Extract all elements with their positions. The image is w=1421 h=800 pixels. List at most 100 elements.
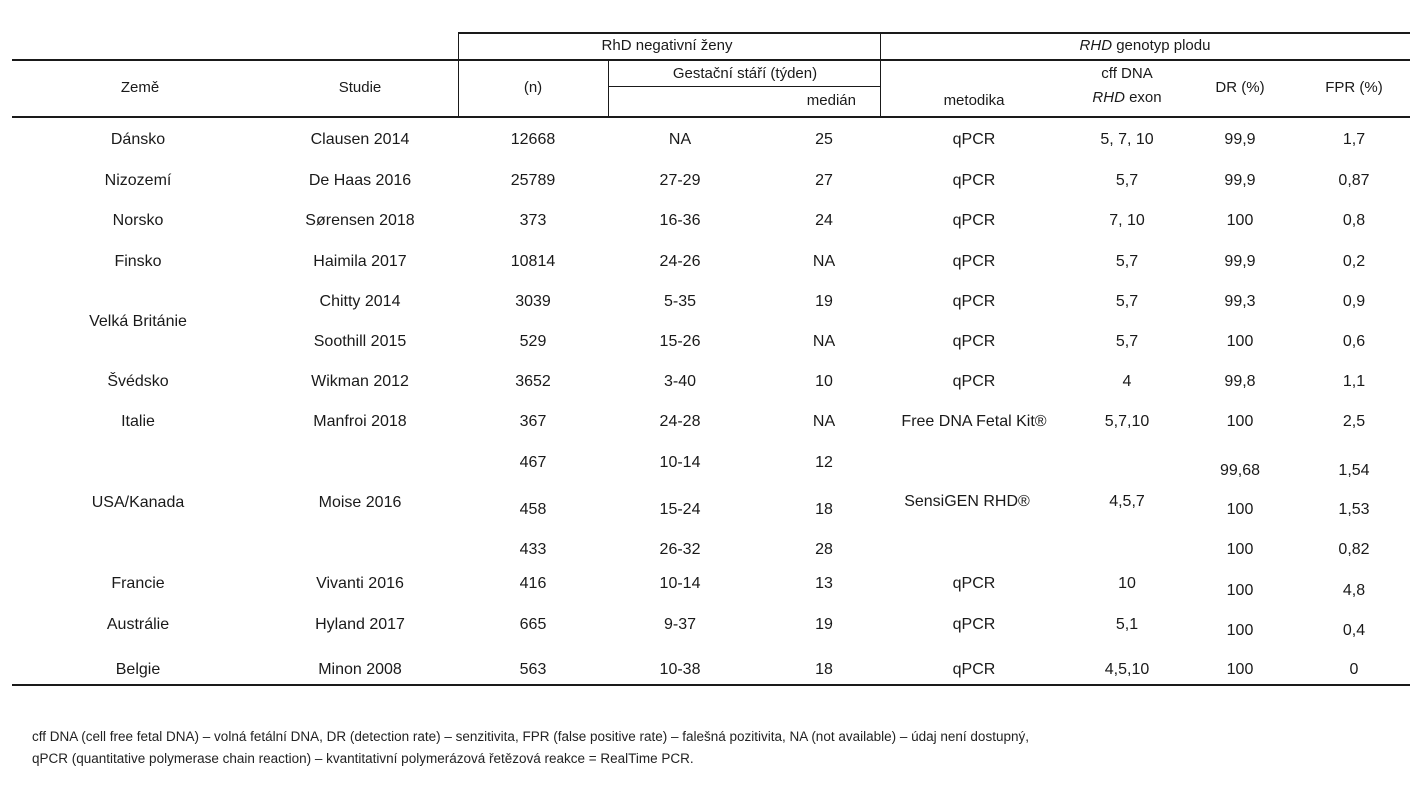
- cell-median: 28: [815, 541, 833, 558]
- cell-gest: 10-14: [659, 454, 701, 471]
- cell-country-usa: USA/Kanada: [91, 494, 185, 511]
- cell-exon: 5,1: [1115, 616, 1139, 633]
- cell-country: Nizozemí: [104, 172, 172, 189]
- cell-country: Austrálie: [106, 616, 170, 633]
- cell-median: 10: [815, 373, 833, 390]
- header-group-genotype-rest: genotyp plodu: [1112, 37, 1211, 54]
- cell-study: Clausen 2014: [310, 131, 410, 148]
- cell-exon: 10: [1118, 575, 1136, 592]
- cell-country-uk: Velká Británie: [89, 313, 187, 330]
- cell-gest: 3-40: [663, 373, 697, 390]
- cell-n: 529: [519, 333, 547, 350]
- cell-gest: 15-26: [659, 333, 701, 350]
- cell-study: Sørensen 2018: [305, 212, 415, 229]
- cell-study: Wikman 2012: [311, 373, 409, 390]
- vertical-rule-n: [458, 32, 459, 117]
- cell-median: 13: [815, 575, 833, 592]
- cell-dr: 100: [1226, 413, 1254, 430]
- cell-n: 467: [519, 454, 547, 471]
- cell-study: Hyland 2017: [315, 616, 405, 633]
- cell-median: 24: [815, 212, 833, 229]
- header-bottom-rule: [12, 116, 1410, 118]
- cell-study: Vivanti 2016: [316, 575, 404, 592]
- cell-gest: 27-29: [659, 172, 701, 189]
- vertical-rule-genotype: [880, 32, 881, 117]
- cell-dr: 100: [1226, 212, 1254, 229]
- cell-gest: 9-37: [663, 616, 697, 633]
- cell-fpr: 0,2: [1342, 253, 1366, 270]
- footnote-line-1: cff DNA (cell free fetal DNA) – volná fe…: [32, 729, 1029, 744]
- header-group-rhd-women: RhD negativní ženy: [601, 37, 733, 54]
- cell-n: 3039: [515, 293, 551, 310]
- cell-median: 18: [815, 661, 833, 678]
- cell-dr: 99,68: [1219, 462, 1261, 479]
- cell-exon: 5,7: [1115, 293, 1139, 310]
- cell-gest: 24-26: [659, 253, 701, 270]
- cell-fpr: 4,8: [1342, 582, 1366, 599]
- cell-median: 19: [815, 616, 833, 633]
- cell-study-usa: Moise 2016: [318, 494, 402, 511]
- cell-n: 563: [519, 661, 547, 678]
- cell-n: 458: [519, 501, 547, 518]
- cell-gest: 16-36: [659, 212, 701, 229]
- cell-method: qPCR: [952, 172, 996, 189]
- cell-method: Free DNA Fetal Kit®: [901, 413, 1047, 430]
- cell-country: Finsko: [114, 253, 162, 270]
- header-group-genotype-italic: RHD: [1079, 37, 1113, 54]
- cell-dr: 100: [1226, 501, 1254, 518]
- cell-n: 3652: [515, 373, 551, 390]
- top-rule: [458, 32, 1410, 34]
- cell-dr: 99,9: [1224, 253, 1256, 270]
- cell-dr: 99,8: [1224, 373, 1256, 390]
- cell-fpr: 1,7: [1342, 131, 1366, 148]
- cell-gest: 5-35: [663, 293, 697, 310]
- header-col-exon-line2: RHD exon: [1092, 88, 1161, 108]
- cell-dr: 100: [1226, 622, 1254, 639]
- cell-method: qPCR: [952, 373, 996, 390]
- cell-dr: 99,9: [1224, 131, 1256, 148]
- cell-dr: 99,3: [1224, 293, 1256, 310]
- header-col-gest: Gestační stáří (týden): [672, 65, 818, 82]
- header-col-study: Studie: [338, 79, 382, 96]
- vertical-rule-gest: [608, 60, 609, 117]
- cell-study: Manfroi 2018: [313, 413, 407, 430]
- table-bottom-rule: [12, 684, 1410, 686]
- cell-fpr: 0,82: [1338, 541, 1370, 558]
- cell-fpr: 0,87: [1338, 172, 1370, 189]
- header-col-method: metodika: [943, 92, 1005, 109]
- cell-n: 367: [519, 413, 547, 430]
- cell-exon: 5,7: [1115, 172, 1139, 189]
- cell-n: 665: [519, 616, 547, 633]
- cell-exon: 5,7: [1115, 253, 1139, 270]
- cell-median: 12: [815, 454, 833, 471]
- cell-method: qPCR: [952, 616, 996, 633]
- cell-fpr: 0: [1349, 661, 1359, 678]
- header-col-exon-italic: RHD: [1092, 89, 1125, 106]
- cell-study: Minon 2008: [318, 661, 402, 678]
- cell-dr: 100: [1226, 333, 1254, 350]
- cell-fpr: 1,54: [1338, 462, 1370, 479]
- cell-method: qPCR: [952, 293, 996, 310]
- cell-study: Soothill 2015: [313, 333, 407, 350]
- cell-method: qPCR: [952, 575, 996, 592]
- header-col-dr: DR (%): [1215, 79, 1265, 96]
- cell-study: Chitty 2014: [319, 293, 401, 310]
- cell-method: qPCR: [952, 333, 996, 350]
- cell-method: qPCR: [952, 253, 996, 270]
- cell-fpr: 0,8: [1342, 212, 1366, 229]
- cell-n: 416: [519, 575, 547, 592]
- cell-exon: 7, 10: [1109, 212, 1145, 229]
- cell-country: Švédsko: [107, 373, 169, 390]
- cell-method: qPCR: [952, 131, 996, 148]
- cell-country: Francie: [111, 575, 165, 592]
- cell-fpr: 1,1: [1342, 373, 1366, 390]
- cell-country: Belgie: [115, 661, 161, 678]
- sub-header-rule: [608, 86, 880, 87]
- cell-exon-usa: 4,5,7: [1109, 493, 1145, 510]
- cell-fpr: 2,5: [1342, 413, 1366, 430]
- cell-dr: 99,9: [1224, 172, 1256, 189]
- cell-exon: 5, 7, 10: [1100, 131, 1154, 148]
- cell-n: 373: [519, 212, 547, 229]
- cell-country: Norsko: [112, 212, 164, 229]
